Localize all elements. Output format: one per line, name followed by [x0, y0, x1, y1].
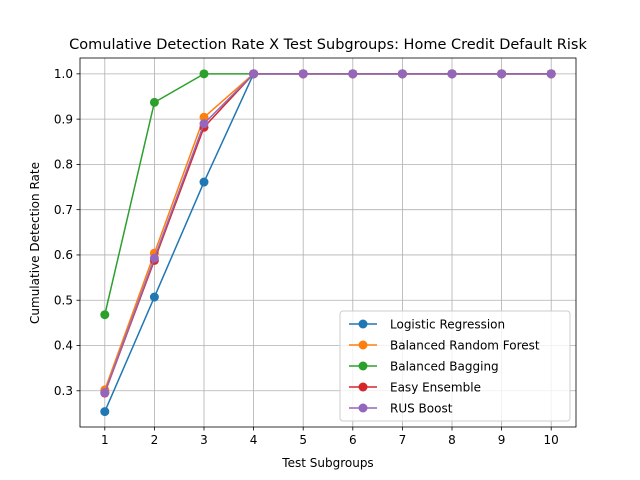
data-point — [149, 292, 159, 302]
data-point — [497, 69, 507, 79]
y-tick-label: 0.8 — [54, 158, 73, 172]
data-point — [149, 253, 159, 263]
y-tick-label: 0.7 — [54, 203, 73, 217]
y-tick-label: 0.3 — [54, 384, 73, 398]
series-layer — [100, 69, 556, 417]
x-tick-label: 1 — [101, 433, 109, 447]
x-tick-label: 7 — [399, 433, 407, 447]
y-tick-label: 0.4 — [54, 339, 73, 353]
x-tick-label: 8 — [448, 433, 456, 447]
data-point — [298, 69, 308, 79]
legend-item: Easy Ensemble — [349, 380, 481, 394]
legend-marker — [358, 340, 368, 350]
x-tick-label: 10 — [544, 433, 559, 447]
y-tick-label: 0.6 — [54, 248, 73, 262]
legend-item: Balanced Random Forest — [349, 338, 540, 352]
legend-box — [339, 310, 571, 422]
data-point — [100, 310, 110, 320]
x-tick-label: 3 — [200, 433, 208, 447]
data-point — [199, 112, 209, 122]
y-tick-label: 0.9 — [54, 112, 73, 126]
data-point — [199, 177, 209, 187]
legend-item: Logistic Regression — [349, 317, 505, 331]
legend-item: Balanced Bagging — [349, 359, 499, 373]
series-4 — [100, 69, 556, 398]
legend-label: Balanced Bagging — [390, 359, 499, 373]
legend-item: RUS Boost — [349, 401, 453, 415]
legend-label: Easy Ensemble — [390, 380, 481, 394]
x-tick-label: 5 — [299, 433, 307, 447]
legend-label: RUS Boost — [390, 401, 453, 415]
x-tick-label: 9 — [498, 433, 506, 447]
y-axis-label: Cumulative Detection Rate — [28, 162, 42, 324]
y-tick-label: 0.5 — [54, 293, 73, 307]
data-point — [199, 69, 209, 79]
data-point — [348, 69, 358, 79]
data-point — [249, 69, 259, 79]
series-line — [104, 73, 552, 393]
legend-label: Logistic Regression — [390, 317, 505, 331]
legend-marker — [358, 361, 368, 371]
data-point — [397, 69, 407, 79]
data-point — [100, 388, 110, 398]
axes: 1 2 3 4 5 6 7 8 9 10 0.3 0.4 0.5 0.6 0.7 0.8 0.9 1.0 — [54, 57, 577, 447]
y-tick-label: 1.0 — [54, 67, 73, 81]
legend-label: Balanced Random Forest — [390, 338, 540, 352]
x-tick-label: 4 — [250, 433, 258, 447]
x-tick-label: 6 — [349, 433, 357, 447]
data-point — [447, 69, 457, 79]
data-point — [546, 69, 556, 79]
legend: Logistic Regression Balanced Random Fores… — [339, 310, 571, 422]
x-tick-label: 2 — [151, 433, 159, 447]
data-point — [100, 407, 110, 417]
plot-frame — [79, 57, 577, 428]
data-point — [199, 119, 209, 129]
x-axis-label: Test Subgroups — [281, 456, 373, 470]
legend-marker — [358, 403, 368, 413]
data-point — [149, 97, 159, 107]
legend-marker — [358, 382, 368, 392]
chart-title: Comulative Detection Rate X Test Subgrou… — [69, 37, 587, 53]
legend-marker — [358, 319, 368, 329]
